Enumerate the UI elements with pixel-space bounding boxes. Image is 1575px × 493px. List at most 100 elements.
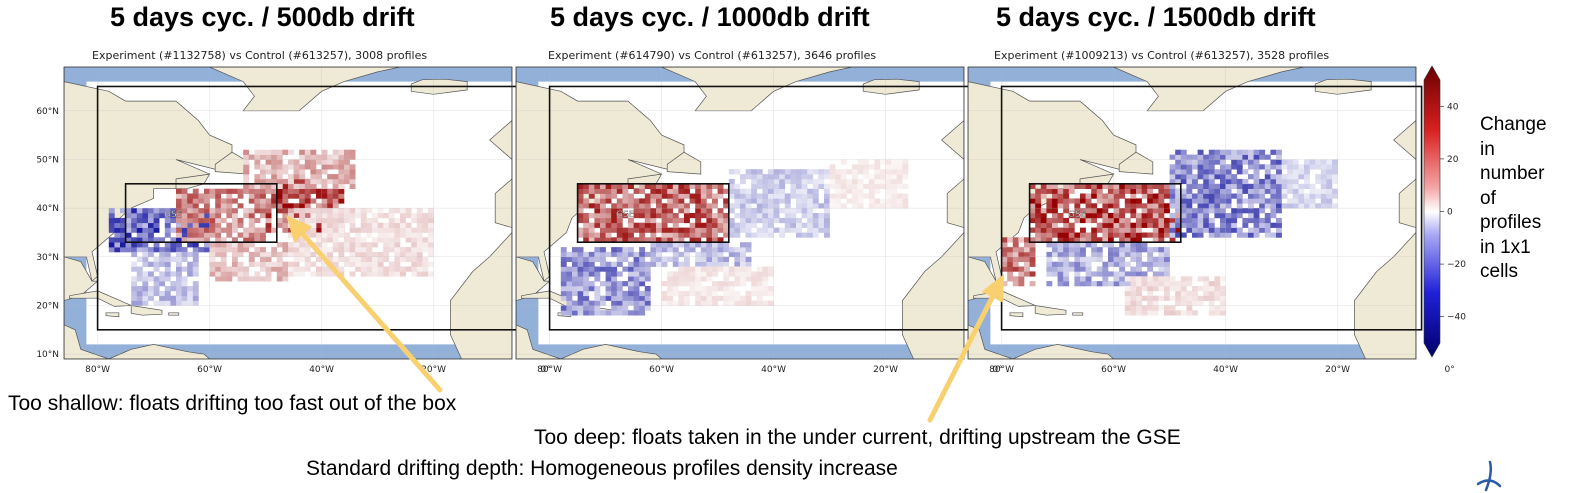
heat-cell — [667, 247, 674, 253]
heat-cell — [360, 247, 367, 253]
heat-cell — [588, 232, 595, 238]
heat-cell — [1270, 198, 1277, 204]
heat-cell — [153, 281, 160, 287]
heat-cell — [271, 149, 278, 155]
heat-cell — [1074, 256, 1081, 262]
heat-cell — [181, 256, 188, 262]
heat-cell — [672, 251, 679, 258]
heat-cell — [332, 261, 339, 267]
heat-cell — [1242, 188, 1249, 194]
heat-cell — [717, 193, 724, 199]
heat-cell — [734, 261, 741, 267]
heat-cell — [588, 256, 595, 262]
heat-cell — [1024, 261, 1030, 267]
heat-cell — [1242, 154, 1249, 160]
heat-cell — [594, 232, 601, 238]
heat-cell — [198, 208, 205, 214]
heat-cell — [204, 208, 210, 214]
heat-cell — [316, 227, 322, 233]
heat-cell — [824, 169, 830, 175]
heat-cell — [622, 266, 629, 272]
heat-cell — [572, 247, 578, 253]
heat-cell — [812, 198, 819, 204]
heat-cell — [600, 183, 606, 189]
heat-cell — [1158, 203, 1165, 209]
heat-cell — [271, 247, 278, 253]
heat-cell — [1057, 281, 1064, 287]
heat-cell — [220, 203, 227, 209]
heat-cell — [734, 251, 741, 258]
heat-cell — [628, 193, 634, 199]
heat-cell — [605, 227, 612, 233]
heat-cell — [1074, 242, 1081, 248]
heat-cell — [874, 159, 881, 165]
heat-cell — [332, 203, 339, 209]
heat-cell — [1074, 183, 1081, 189]
heat-cell — [684, 281, 690, 287]
heat-cell — [131, 237, 138, 243]
heat-cell — [1186, 305, 1193, 311]
heat-cell — [1175, 213, 1182, 219]
heat-cell — [377, 266, 384, 272]
heat-cell — [344, 213, 350, 219]
heat-cell — [209, 213, 216, 219]
heat-cell — [1197, 222, 1204, 228]
heat-cell — [667, 198, 674, 204]
heat-cell — [712, 193, 718, 199]
heat-cell — [372, 256, 378, 262]
heat-cell — [605, 237, 612, 243]
heat-cell — [639, 276, 646, 282]
heat-cell — [187, 198, 194, 204]
heat-cell — [1102, 203, 1109, 209]
island — [1009, 312, 1024, 318]
heat-cell — [1208, 217, 1215, 224]
heat-cell — [170, 256, 177, 262]
heat-cell — [1063, 281, 1070, 287]
heat-cell — [1096, 222, 1103, 228]
heat-cell — [383, 271, 390, 277]
heat-cell — [717, 266, 724, 272]
heat-cell — [1052, 203, 1058, 209]
heat-cell — [1208, 169, 1215, 175]
heat-cell — [1158, 227, 1165, 233]
heat-cell — [1158, 183, 1165, 189]
heat-cell — [243, 149, 250, 155]
heat-cell — [723, 295, 730, 301]
heat-cell — [142, 251, 149, 258]
heat-cell — [265, 256, 272, 262]
heat-cell — [164, 261, 171, 267]
heat-cell — [1152, 213, 1159, 219]
heat-cell — [1214, 203, 1221, 209]
heat-cell — [1147, 266, 1154, 272]
heat-cell — [790, 208, 797, 214]
heat-cell — [779, 198, 786, 204]
heat-cell — [293, 208, 300, 214]
heat-cell — [254, 193, 261, 199]
heat-cell — [857, 169, 864, 175]
heat-cell — [560, 247, 567, 253]
heat-cell — [600, 203, 606, 209]
heat-cell — [1052, 222, 1058, 228]
heat-cell — [176, 271, 182, 277]
heat-cell — [700, 300, 707, 306]
heat-cell — [1074, 213, 1081, 219]
heat-cell — [1220, 295, 1226, 301]
heat-cell — [164, 286, 171, 292]
heat-cell — [372, 271, 378, 277]
heat-cell — [1119, 183, 1126, 189]
heat-cell — [1141, 261, 1148, 267]
heat-cell — [1292, 198, 1299, 204]
heat-cell — [1152, 310, 1159, 316]
heat-cell — [316, 193, 322, 199]
heat-cell — [316, 208, 322, 214]
heat-cell — [796, 169, 802, 175]
heat-cell — [1052, 183, 1058, 189]
heat-cell — [388, 261, 395, 267]
heat-cell — [667, 188, 674, 194]
heat-cell — [672, 261, 679, 267]
heat-cell — [1186, 183, 1193, 189]
heat-cell — [616, 271, 623, 277]
heat-cell — [192, 222, 199, 228]
heat-cell — [773, 227, 780, 233]
